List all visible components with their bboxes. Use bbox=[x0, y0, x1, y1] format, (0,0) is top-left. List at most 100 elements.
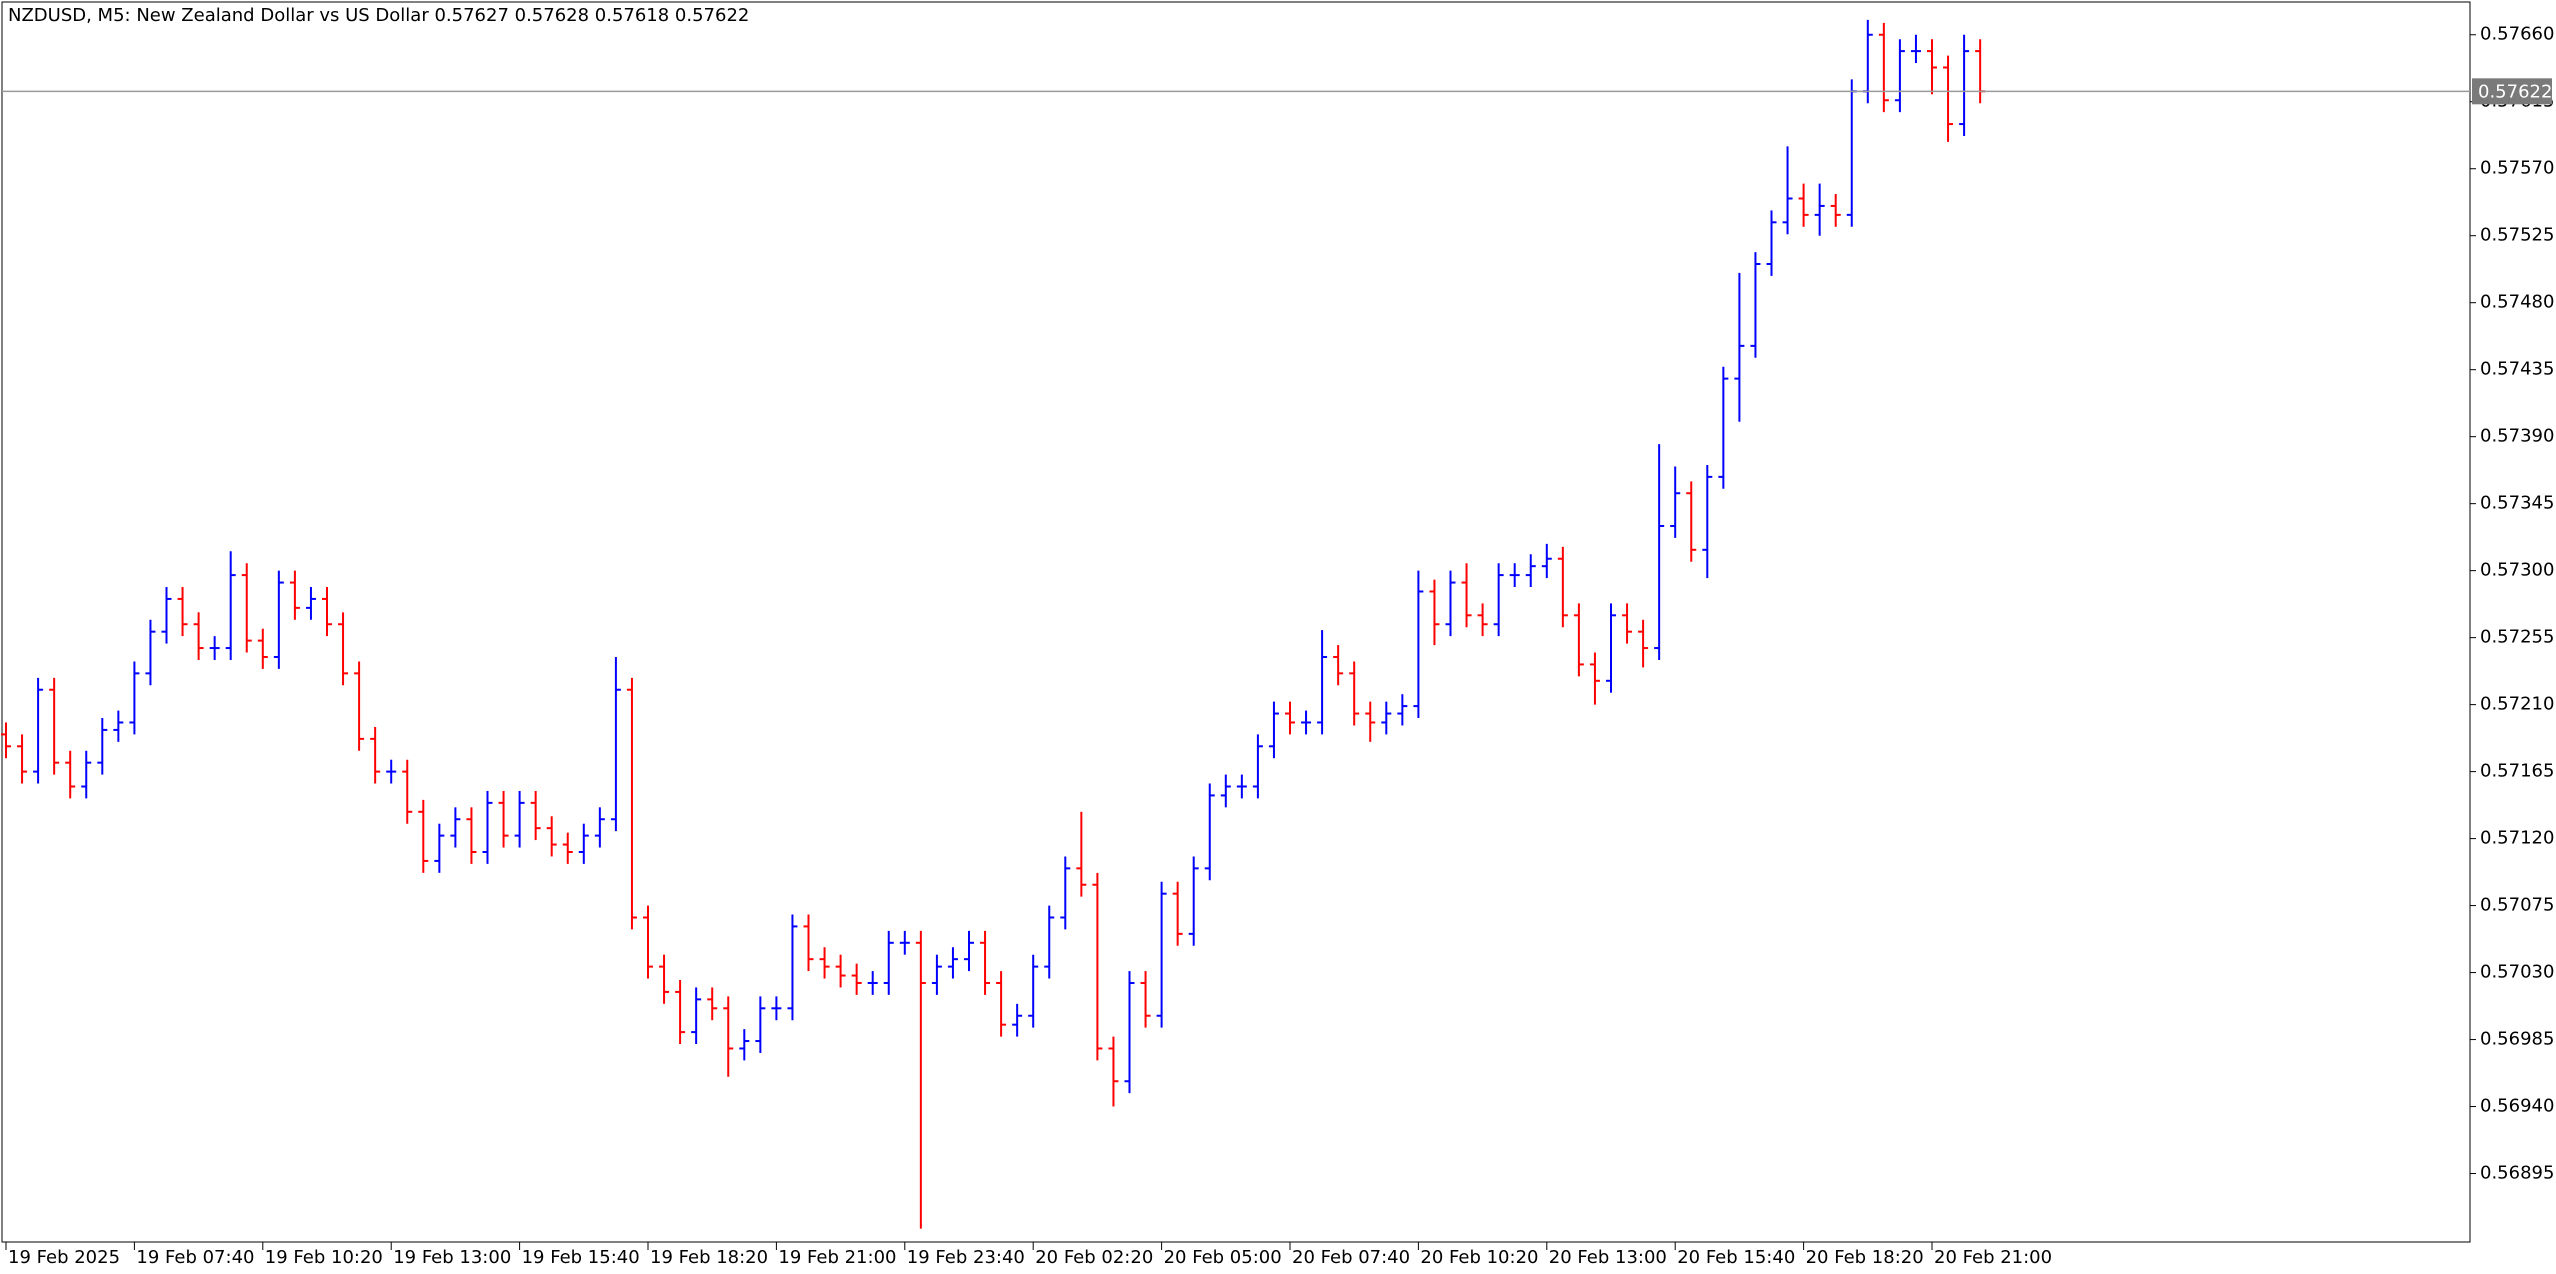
candle bbox=[1959, 34, 1970, 136]
candle bbox=[1156, 881, 1167, 1028]
candle bbox=[1525, 554, 1536, 588]
x-tick-label: 20 Feb 05:00 bbox=[1164, 1247, 1282, 1268]
x-tick-label: 19 Feb 13:00 bbox=[393, 1247, 511, 1268]
candle bbox=[273, 570, 284, 669]
y-tick-label: 0.57210 bbox=[2480, 694, 2554, 715]
candle bbox=[1028, 954, 1039, 1028]
candle bbox=[1365, 701, 1376, 742]
candle bbox=[1413, 570, 1424, 719]
candle bbox=[1108, 1036, 1119, 1107]
candle bbox=[771, 996, 782, 1021]
candle bbox=[1188, 856, 1199, 946]
candle bbox=[370, 726, 381, 784]
candle bbox=[562, 832, 573, 864]
current-price-box bbox=[2472, 78, 2552, 105]
candle bbox=[1349, 661, 1360, 726]
candle bbox=[659, 954, 670, 1004]
candle bbox=[1830, 194, 1841, 227]
candle bbox=[434, 823, 445, 873]
candle bbox=[386, 759, 397, 784]
candle bbox=[1381, 701, 1392, 735]
y-tick-label: 0.57525 bbox=[2480, 225, 2554, 246]
candle bbox=[691, 987, 702, 1045]
candle bbox=[1814, 183, 1825, 236]
x-tick-label: 20 Feb 07:40 bbox=[1292, 1247, 1410, 1268]
candle bbox=[931, 954, 942, 995]
candle bbox=[1461, 563, 1472, 628]
candle bbox=[1, 722, 11, 759]
candle bbox=[867, 971, 878, 995]
candle bbox=[787, 914, 798, 1021]
candle bbox=[450, 807, 461, 848]
candle bbox=[482, 790, 493, 864]
candle bbox=[980, 930, 991, 995]
candle bbox=[626, 677, 637, 930]
candle bbox=[1060, 856, 1071, 930]
candle bbox=[1622, 603, 1633, 644]
candle bbox=[883, 930, 894, 995]
candle bbox=[209, 636, 220, 660]
candle bbox=[1750, 252, 1761, 358]
x-tick-label: 19 Feb 15:40 bbox=[522, 1247, 640, 1268]
candle bbox=[610, 656, 621, 832]
candle bbox=[947, 947, 958, 979]
candle bbox=[1076, 811, 1087, 897]
candle bbox=[1910, 34, 1921, 64]
candle bbox=[851, 963, 862, 995]
candle bbox=[1686, 481, 1697, 562]
candle bbox=[1702, 464, 1713, 579]
candle bbox=[1140, 971, 1151, 1028]
candle bbox=[1317, 630, 1328, 735]
candle bbox=[161, 587, 172, 644]
candle bbox=[1718, 366, 1729, 489]
y-tick-label: 0.56895 bbox=[2480, 1163, 2554, 1184]
x-tick-label: 20 Feb 18:20 bbox=[1806, 1247, 1924, 1268]
candle bbox=[418, 799, 429, 873]
candle bbox=[1638, 619, 1649, 668]
candle bbox=[145, 619, 156, 686]
chart-title: NZDUSD, M5: New Zealand Dollar vs US Dol… bbox=[8, 5, 749, 26]
candle bbox=[915, 930, 926, 1229]
y-tick-label: 0.57480 bbox=[2480, 292, 2554, 313]
candle bbox=[1894, 39, 1905, 113]
candle bbox=[1397, 694, 1408, 726]
candle bbox=[578, 823, 589, 864]
y-tick-label: 0.57300 bbox=[2480, 560, 2554, 581]
y-tick-label: 0.57660 bbox=[2480, 24, 2554, 45]
x-tick-label: 20 Feb 21:00 bbox=[1934, 1247, 2052, 1268]
candle bbox=[65, 750, 76, 799]
candle bbox=[1252, 734, 1263, 799]
candle bbox=[514, 790, 525, 848]
x-tick-label: 19 Feb 07:40 bbox=[136, 1247, 254, 1268]
candle bbox=[1766, 210, 1777, 276]
candle bbox=[466, 807, 477, 864]
candle bbox=[1477, 603, 1488, 637]
x-tick-label: 19 Feb 2025 bbox=[8, 1247, 120, 1268]
candle bbox=[1509, 563, 1520, 588]
candle bbox=[225, 551, 236, 660]
candle bbox=[1012, 1003, 1023, 1037]
candle bbox=[1301, 710, 1312, 735]
candle bbox=[129, 661, 140, 735]
candle bbox=[1204, 783, 1215, 881]
candle bbox=[193, 612, 204, 660]
candle bbox=[1589, 652, 1600, 705]
candle bbox=[819, 947, 830, 979]
candle bbox=[1798, 183, 1809, 227]
y-tick-label: 0.56985 bbox=[2480, 1029, 2554, 1050]
x-tick-label: 20 Feb 10:20 bbox=[1420, 1247, 1538, 1268]
candle bbox=[964, 930, 974, 972]
candle bbox=[1333, 645, 1344, 686]
candle bbox=[755, 996, 766, 1053]
y-tick-label: 0.57435 bbox=[2480, 359, 2554, 380]
candle bbox=[643, 905, 653, 979]
candle bbox=[546, 816, 557, 857]
x-tick-label: 20 Feb 15:40 bbox=[1677, 1247, 1795, 1268]
candle bbox=[1044, 905, 1055, 979]
candle bbox=[1092, 872, 1103, 1061]
x-tick-label: 20 Feb 13:00 bbox=[1549, 1247, 1667, 1268]
candle bbox=[81, 750, 92, 799]
candle bbox=[530, 790, 541, 841]
x-tick-label: 19 Feb 10:20 bbox=[265, 1247, 383, 1268]
